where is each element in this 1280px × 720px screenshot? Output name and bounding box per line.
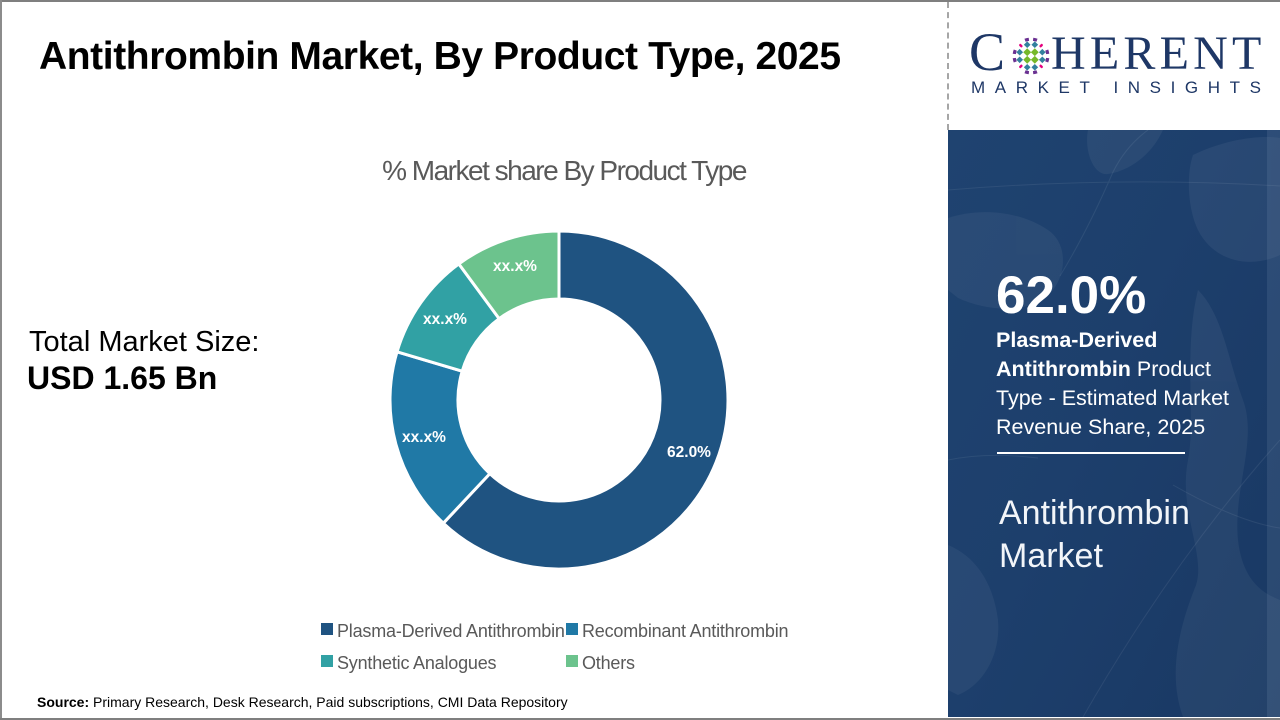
svg-text:xx.x%: xx.x% — [423, 311, 467, 328]
svg-text:62.0%: 62.0% — [667, 444, 711, 461]
svg-text:xx.x%: xx.x% — [493, 258, 537, 275]
svg-text:xx.x%: xx.x% — [402, 429, 446, 446]
